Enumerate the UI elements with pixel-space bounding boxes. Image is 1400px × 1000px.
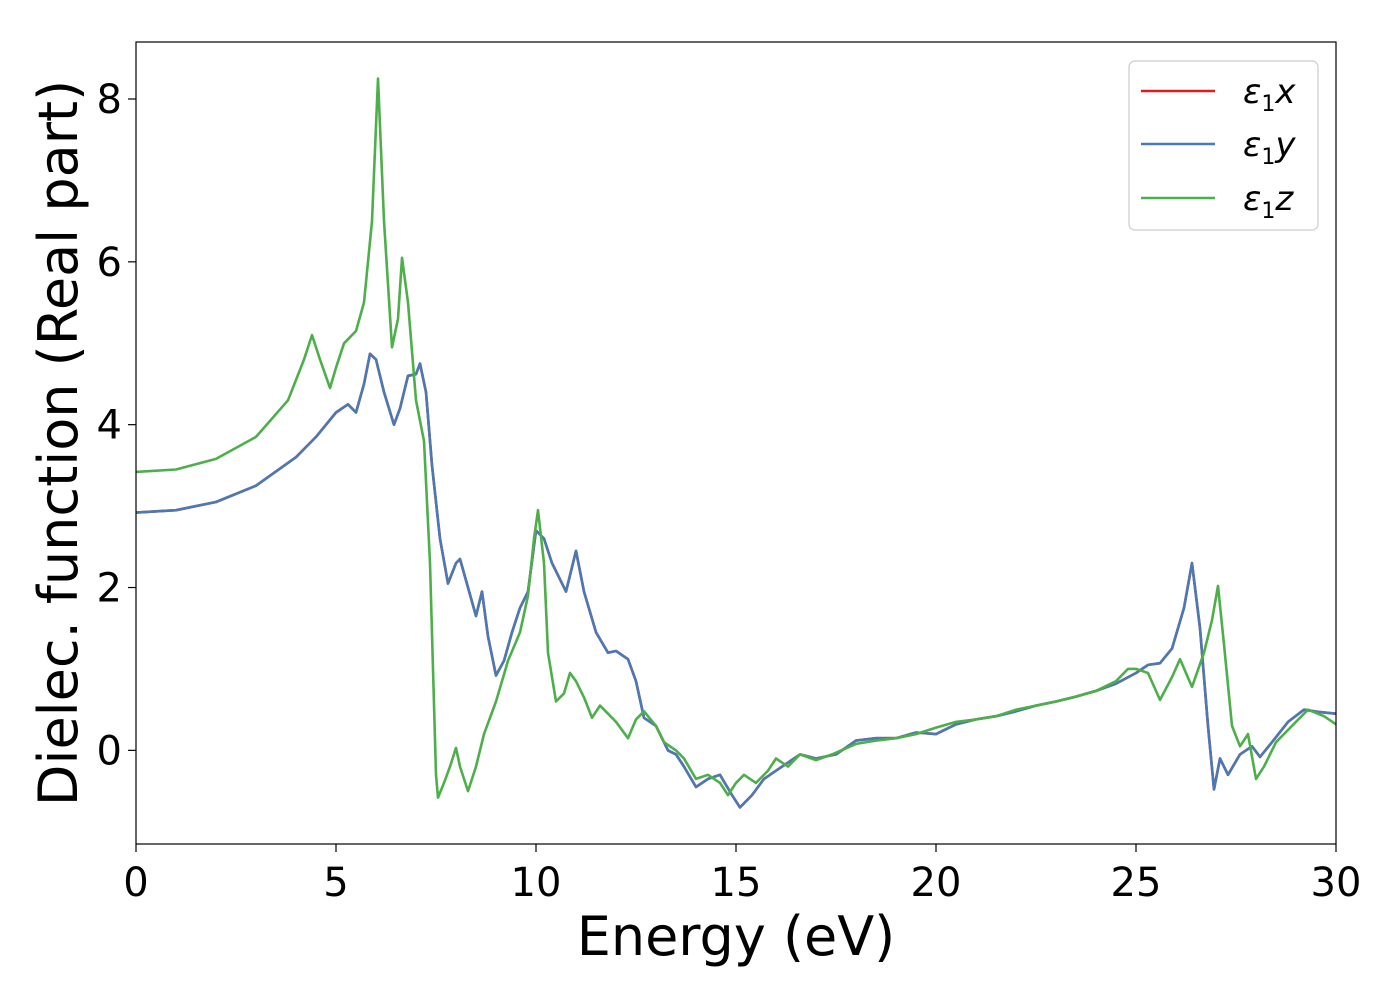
- legend-label-z-main: ε: [1243, 179, 1261, 219]
- x-tick-label: 0: [123, 860, 148, 906]
- legend-item-x: ε1x: [1141, 72, 1296, 117]
- x-tick-label: 15: [711, 860, 762, 906]
- legend-label-x-axis: x: [1274, 72, 1296, 112]
- series-line-z: [135, 77, 1337, 799]
- y-axis: 0 2 4 6 8: [97, 77, 136, 774]
- legend-label-z: ε1z: [1243, 179, 1294, 224]
- y-axis-title: Dielec. function (Real part): [27, 80, 90, 806]
- x-axis-title: Energy (eV): [577, 905, 896, 968]
- legend-label-x: ε1x: [1243, 72, 1296, 117]
- y-tick-label: 4: [97, 403, 122, 449]
- legend-label-x-main: ε: [1243, 72, 1261, 112]
- series-layer: [135, 77, 1337, 809]
- legend-label-x-sub: 1: [1261, 92, 1275, 117]
- x-tick-label: 20: [911, 860, 962, 906]
- x-tick-label: 25: [1111, 860, 1162, 906]
- x-axis: 0 5 10 15 20 25 30: [123, 844, 1361, 906]
- x-tick-label: 5: [323, 860, 348, 906]
- legend-label-y-axis: y: [1274, 125, 1296, 165]
- y-tick-label: 8: [97, 77, 122, 123]
- legend-label-y-sub: 1: [1261, 145, 1275, 170]
- series-line-y: [135, 352, 1337, 809]
- legend: ε1x ε1y ε1z: [1128, 60, 1319, 231]
- legend-label-y: ε1y: [1243, 125, 1296, 170]
- legend-label-y-main: ε: [1243, 125, 1261, 165]
- x-tick-label: 30: [1311, 860, 1362, 906]
- legend-item-y: ε1y: [1141, 125, 1296, 170]
- legend-label-z-axis: z: [1274, 179, 1294, 219]
- legend-label-z-sub: 1: [1261, 199, 1275, 224]
- y-tick-label: 0: [97, 728, 122, 774]
- y-tick-label: 2: [97, 566, 122, 612]
- x-tick-label: 10: [511, 860, 562, 906]
- legend-item-z: ε1z: [1141, 179, 1294, 224]
- legend-box: [1128, 60, 1319, 231]
- y-tick-label: 6: [97, 240, 122, 286]
